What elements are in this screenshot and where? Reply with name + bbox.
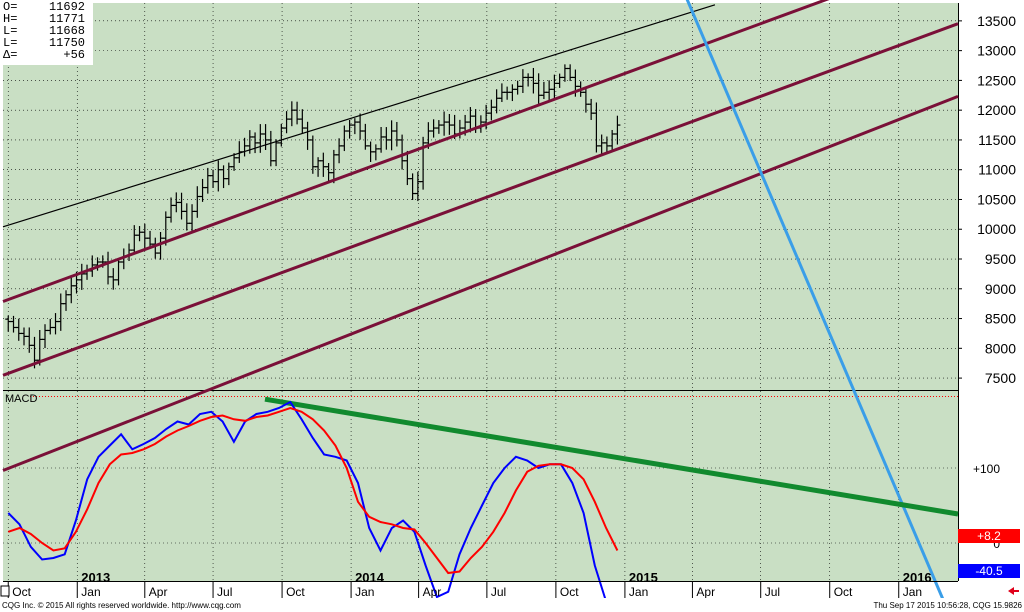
ohlc-value: 11692 [48, 0, 85, 14]
grid-layer [3, 3, 958, 581]
x-tick-label: Jan [903, 585, 922, 599]
footer-timestamp: Thu Sep 17 2015 10:56:28, CQG 15.9826 [873, 601, 1022, 610]
x-tick-label: Oct [286, 585, 305, 599]
y-tick-label: 13000 [977, 43, 1016, 59]
scroll-box[interactable] [0, 585, 10, 597]
macd-plot-area [3, 391, 958, 581]
ohlc-label: Δ= [3, 48, 18, 62]
year-label: 2014 [355, 570, 385, 585]
year-label: 2016 [903, 570, 932, 585]
ohlc-label: H= [3, 12, 18, 26]
macd-trendline [264, 396, 959, 517]
channel-line-upper [2, 0, 830, 303]
y-tick-label: 11000 [978, 162, 1016, 178]
x-tick-label: Jan [81, 585, 100, 599]
y-tick-label: 13500 [977, 13, 1016, 29]
y-tick-label: 8500 [985, 311, 1016, 327]
y-tick-label: 10500 [977, 191, 1016, 207]
x-tick-label: Apr [149, 585, 168, 599]
signal-line [7, 406, 619, 575]
x-tick-label: Oct [560, 585, 579, 599]
ohlc-label: L= [3, 36, 18, 50]
ohlc-readout: O= 11692 H= 11771 L= 11668 L= 11750 Δ= +56 [1, 1, 93, 65]
y-tick-label: 11500 [978, 132, 1016, 148]
ohlc-row-last: L= 11750 [1, 37, 93, 49]
upper-channel-line [2, 4, 716, 228]
ohlc-value: 11668 [48, 24, 85, 38]
footer-copyright: CQG Inc. © 2015 All rights reserved worl… [2, 601, 241, 610]
ohlc-value: 11771 [48, 12, 85, 26]
macd-y-tick-label: 0 [993, 537, 1000, 551]
x-tick-label: Apr [423, 585, 442, 599]
price-bar [614, 115, 621, 145]
y-tick-label: 7500 [985, 370, 1016, 386]
y-tick-label: 9000 [985, 281, 1016, 297]
macd-line [7, 400, 618, 612]
year-label: 2015 [629, 570, 658, 585]
y-tick-label: 9500 [985, 251, 1016, 267]
x-tick-label: Jul [217, 585, 232, 599]
y-tick-label: 8000 [985, 340, 1016, 356]
ohlc-row-low: L= 11668 [1, 25, 93, 37]
macd-y-tick-label: +100 [973, 462, 1000, 476]
x-tick-label: Jul [765, 585, 780, 599]
y-tick-label: 12000 [977, 102, 1016, 118]
x-tick-label: Jan [629, 585, 648, 599]
ohlc-value: 11750 [48, 36, 85, 50]
downtrend-line [685, 0, 950, 612]
ohlc-value: +56 [63, 48, 85, 62]
price-layer [5, 64, 621, 369]
ohlc-row-change: Δ= +56 [1, 49, 93, 61]
macd-layer [7, 396, 959, 612]
x-tick-label: Apr [696, 585, 715, 599]
macd-value-tag: -40.5 [958, 564, 1020, 578]
y-tick-label: 10000 [977, 221, 1016, 237]
ohlc-row-open: O= 11692 [1, 1, 93, 13]
footer: CQG Inc. © 2015 All rights reserved worl… [0, 598, 1024, 612]
signal-value-tag: +8.2 [958, 529, 1020, 543]
x-tick-label: Jul [491, 585, 506, 599]
year-label: 2013 [81, 570, 110, 585]
macd-value-label: -40.5 [975, 564, 1003, 578]
ohlc-row-high: H= 11771 [1, 13, 93, 25]
channel-line-lower [2, 94, 959, 472]
x-tick-label: Oct [834, 585, 853, 599]
y-tick-label: 12500 [977, 72, 1016, 88]
macd-title: MACD [5, 393, 37, 405]
price-plot-area [3, 3, 958, 390]
ohlc-label: L= [3, 24, 18, 38]
trendlines-layer [2, 0, 959, 612]
ohlc-label: O= [3, 0, 18, 14]
x-tick-label: Oct [12, 585, 31, 599]
signal-value-label: +8.2 [977, 529, 1001, 543]
scroll-arrow-icon[interactable] [1008, 587, 1019, 595]
channel-line-middle [2, 22, 959, 377]
x-tick-label: Jan [355, 585, 374, 599]
